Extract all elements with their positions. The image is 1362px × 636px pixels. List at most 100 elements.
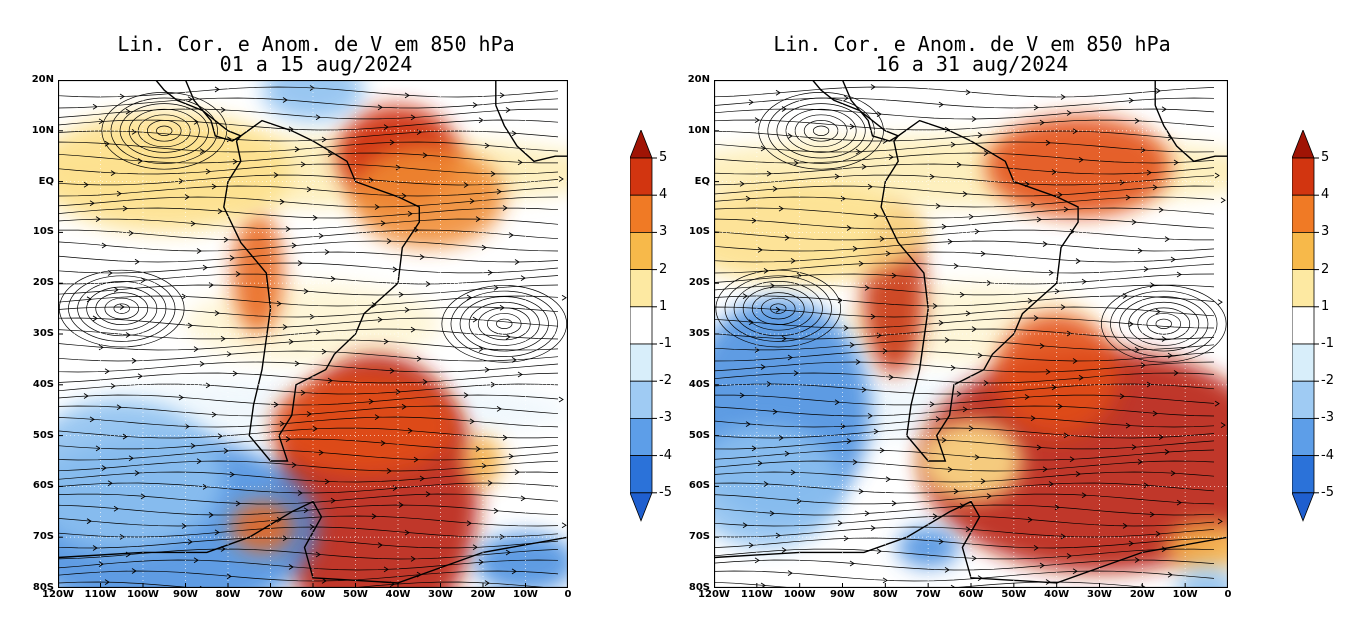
- colorbar-box: [630, 269, 653, 308]
- gyre-streamline: [776, 103, 866, 159]
- streamline-arrow: [861, 163, 867, 170]
- streamline-arrow: [1134, 557, 1140, 563]
- streamline: [714, 460, 1215, 472]
- streamline-arrow: [425, 491, 431, 498]
- streamline-arrow: [187, 539, 193, 545]
- coastline-south-america: [223, 119, 420, 462]
- streamline-arrow: [793, 370, 799, 377]
- streamline-arrow: [282, 97, 288, 103]
- streamline-arrow: [849, 342, 855, 348]
- streamline-arrow: [1078, 374, 1084, 381]
- streamline-arrow: [1214, 172, 1220, 179]
- streamline-arrow: [974, 228, 980, 235]
- streamline-arrow: [861, 386, 867, 393]
- streamline-arrow: [944, 126, 950, 133]
- streamline-arrow: [971, 555, 977, 562]
- streamline-arrow: [187, 96, 193, 103]
- anomaly-blob: [1165, 521, 1228, 573]
- coastline-central-america: [155, 80, 243, 142]
- streamline-arrow: [849, 123, 855, 130]
- x-tick-label: 90W: [830, 589, 855, 600]
- streamline-arrow: [116, 404, 122, 411]
- streamline-arrow: [116, 190, 122, 197]
- streamline-arrow: [199, 148, 205, 155]
- panel2-title-line1: Lin. Cor. e Anom. de V em 850 hPa: [773, 32, 1171, 56]
- streamline-arrow: [92, 545, 98, 551]
- streamline-arrow: [490, 171, 496, 177]
- streamline: [714, 548, 1215, 560]
- streamline: [58, 548, 559, 560]
- colorbar-box: [630, 306, 653, 345]
- streamline-arrow: [870, 313, 876, 320]
- streamline-arrow: [855, 148, 861, 155]
- streamline-arrow: [1149, 282, 1155, 288]
- gyre-streamline: [477, 307, 531, 341]
- streamline-arrow: [1122, 523, 1128, 529]
- streamline: [714, 218, 1215, 230]
- streamline-arrow: [953, 488, 959, 495]
- y-tick-label: 50S: [688, 429, 710, 441]
- streamline-arrow: [131, 357, 137, 364]
- streamline-arrow: [1075, 471, 1081, 477]
- colorbar-box: [1292, 380, 1315, 419]
- streamline-arrow: [950, 141, 956, 148]
- streamline-arrow: [229, 471, 235, 478]
- streamline-arrow: [944, 337, 950, 343]
- streamline-arrow: [1161, 106, 1167, 113]
- streamline-arrow: [757, 460, 763, 467]
- y-tick-label: 40S: [32, 378, 54, 390]
- streamline: [714, 570, 1215, 582]
- streamline-arrow: [398, 502, 404, 508]
- streamline-arrow: [1220, 422, 1226, 428]
- streamline-arrow: [1128, 540, 1134, 547]
- streamline-arrow: [843, 95, 849, 102]
- streamline-arrow: [511, 356, 517, 363]
- streamline-arrow: [882, 348, 888, 354]
- colorbar-label: 5: [1321, 150, 1330, 165]
- y-tick-label: 60S: [32, 480, 54, 492]
- colorbar-label: 1: [1321, 298, 1330, 314]
- streamline-arrow: [965, 526, 971, 533]
- streamline-arrow: [1155, 531, 1161, 537]
- streamline-arrow: [1027, 516, 1033, 523]
- colorbar-box: [630, 417, 653, 456]
- streamline-arrow: [1131, 219, 1137, 226]
- colorbar-top-arrow: [1292, 130, 1315, 159]
- streamline-arrow: [104, 368, 110, 375]
- streamline-arrow: [1137, 247, 1143, 254]
- x-tick-label: 80W: [215, 589, 241, 600]
- streamline-arrow: [377, 542, 383, 548]
- streamline-arrow: [739, 181, 745, 187]
- streamline-arrow: [318, 233, 324, 239]
- streamline-arrow: [285, 226, 291, 232]
- x-tick-label: 20W: [470, 589, 496, 600]
- streamline-arrow: [113, 505, 119, 512]
- streamline-arrow: [131, 128, 137, 135]
- gyre-streamline: [68, 275, 176, 342]
- streamline-arrow: [472, 316, 478, 323]
- gyre-streamline: [812, 125, 830, 136]
- streamline-arrow: [315, 114, 321, 121]
- streamline-arrow: [846, 225, 852, 231]
- colorbar-box: [630, 232, 653, 271]
- streamline-arrow: [276, 516, 282, 523]
- streamline-arrow: [98, 118, 104, 125]
- streamline-arrow: [107, 480, 113, 487]
- streamline: [58, 537, 559, 549]
- streamline-arrow: [220, 335, 226, 342]
- streamline-arrow: [787, 133, 793, 139]
- streamline-arrow: [1060, 304, 1066, 310]
- streamline-arrow: [983, 150, 989, 157]
- gyre-streamline: [1101, 285, 1227, 363]
- colorbar-bottom-arrow: [630, 492, 653, 522]
- streamline-arrow: [306, 411, 312, 417]
- streamline-arrow: [505, 107, 511, 113]
- streamline: [58, 482, 559, 494]
- streamline-arrow: [968, 425, 974, 432]
- streamline: [714, 251, 1215, 263]
- streamline-arrow: [282, 535, 288, 542]
- streamline-arrow: [211, 411, 217, 418]
- streamline-arrow: [769, 510, 775, 517]
- streamline-arrow: [935, 416, 941, 422]
- streamline-arrow: [1143, 266, 1149, 273]
